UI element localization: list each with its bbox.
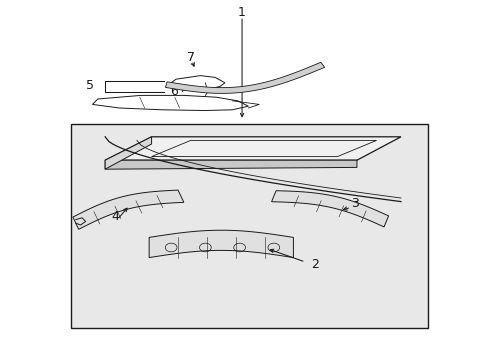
Text: 3: 3 bbox=[350, 197, 358, 210]
Text: 2: 2 bbox=[311, 258, 319, 271]
Text: 6: 6 bbox=[169, 85, 177, 98]
Text: 4: 4 bbox=[111, 210, 119, 222]
Bar bbox=[71, 124, 427, 328]
Polygon shape bbox=[105, 137, 400, 160]
Text: 5: 5 bbox=[86, 79, 94, 92]
Text: 1: 1 bbox=[238, 6, 245, 19]
Polygon shape bbox=[73, 190, 183, 229]
Polygon shape bbox=[105, 137, 151, 169]
Polygon shape bbox=[149, 230, 293, 258]
Polygon shape bbox=[271, 191, 388, 227]
Polygon shape bbox=[165, 62, 324, 93]
Text: 7: 7 bbox=[186, 51, 194, 64]
Polygon shape bbox=[105, 160, 356, 169]
